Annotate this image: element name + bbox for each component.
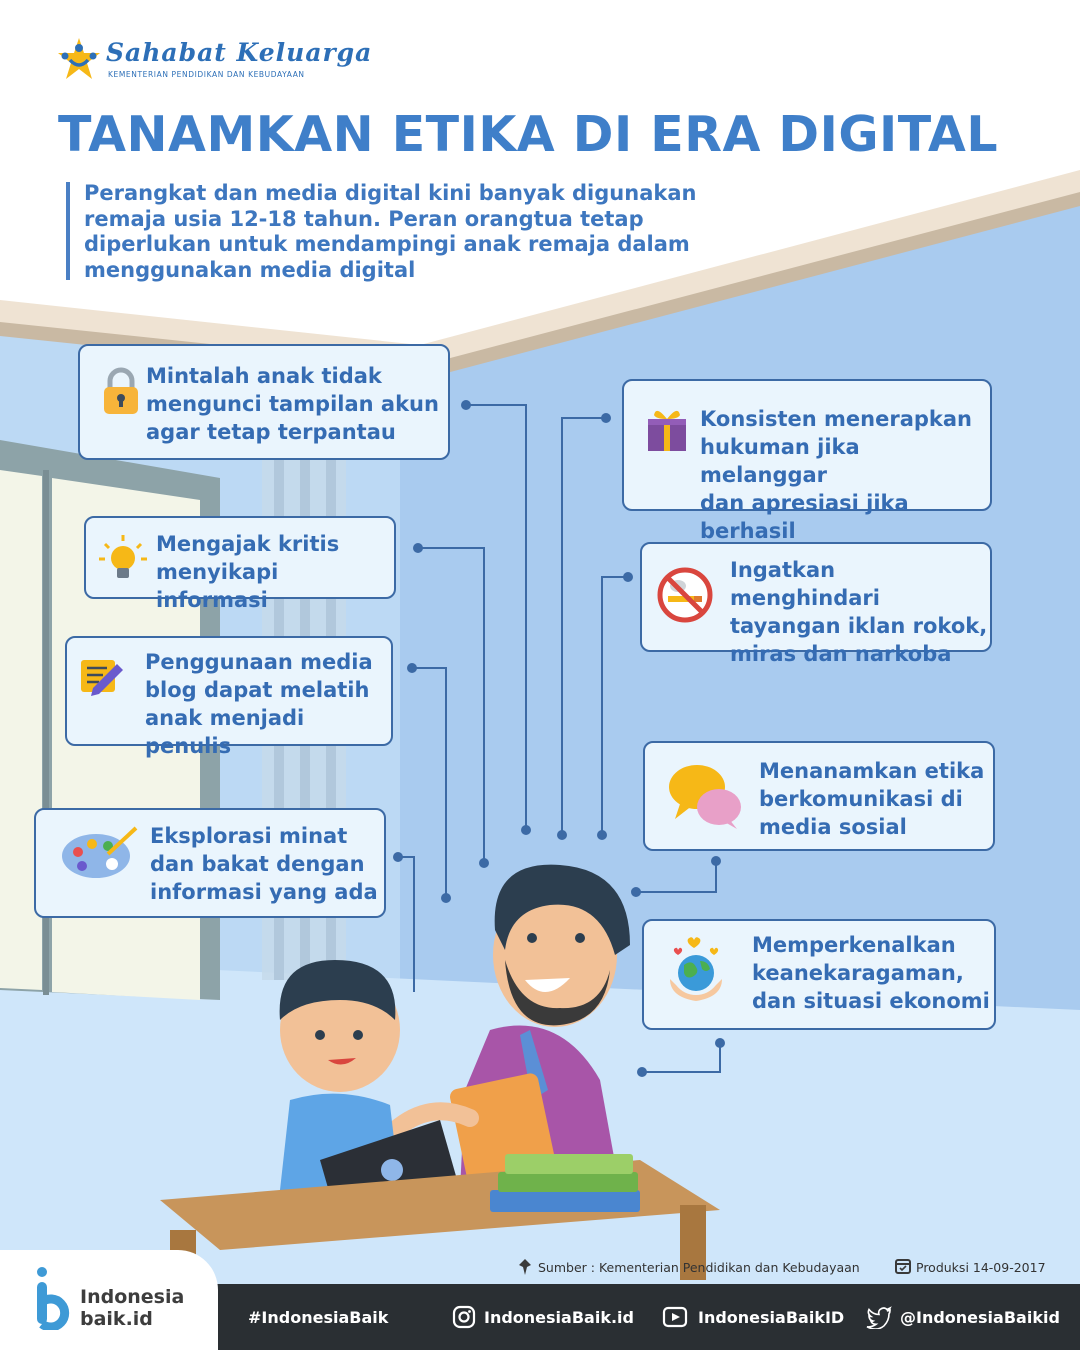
tip-text: Penggunaan media blog dapat melatih anak… (145, 650, 373, 758)
tip-text: Mengajak kritis menyikapi informasi (156, 532, 340, 612)
tip-text: Eksplorasi minat dan bakat dengan inform… (150, 824, 378, 904)
tip-text: Konsisten menerapkan hukuman jika melang… (700, 407, 972, 543)
tip-text: Mintalah anak tidak mengunci tampilan ak… (146, 364, 439, 444)
footer-hashtag[interactable]: #IndonesiaBaik (248, 1308, 389, 1327)
notepad-pen-icon (81, 660, 123, 696)
brand-subtitle: KEMENTERIAN PENDIDIKAN DAN KEBUDAYAAN (108, 70, 305, 79)
globe-hands-icon (670, 937, 722, 1001)
page-title: TANAMKAN ETIKA DI ERA DIGITAL (58, 106, 999, 163)
source-label: Sumber : Kementerian Pendidikan dan Kebu… (538, 1260, 860, 1275)
footer-instagram[interactable]: IndonesiaBaik.id (484, 1308, 634, 1327)
tip-text: Menanamkan etika berkomunikasi di media … (759, 759, 985, 839)
tip-card-avoid-ads: Ingatkan menghindari tayangan iklan roko… (640, 542, 992, 666)
indonesia-baik-logo-icon (37, 1267, 70, 1330)
instagram-icon[interactable] (452, 1305, 476, 1329)
gift-box-icon (648, 410, 686, 451)
footer-twitter[interactable]: @IndonesiaBaikid (900, 1308, 1060, 1327)
intro-accent-bar (66, 182, 70, 280)
youtube-icon[interactable] (662, 1305, 688, 1329)
pin-icon (519, 1259, 531, 1275)
no-smoking-icon (657, 567, 713, 623)
twitter-icon[interactable] (866, 1305, 892, 1329)
tip-card-social-media-ethics: Menanamkan etika berkomunikasi di media … (643, 741, 995, 851)
star-people-logo-icon (58, 38, 100, 79)
tip-card-explore-talent: Eksplorasi minat dan bakat dengan inform… (34, 808, 386, 918)
tip-text: Memperkenalkan keanekaragaman, dan situa… (752, 933, 990, 1013)
father-son-illustration (160, 864, 720, 1280)
paint-palette-icon (62, 826, 138, 878)
tip-card-consistent-rules: Konsisten menerapkan hukuman jika melang… (622, 379, 992, 543)
footer-youtube[interactable]: IndonesiaBaikID (698, 1308, 845, 1327)
calendar-icon (895, 1259, 911, 1274)
tip-card-blog-writing: Penggunaan media blog dapat melatih anak… (65, 636, 393, 758)
lightbulb-icon (99, 535, 147, 578)
tip-card-lock-account: Mintalah anak tidak mengunci tampilan ak… (78, 344, 450, 460)
chat-bubbles-icon (669, 765, 741, 829)
footer-logo-text: Indonesia baik.id (80, 1286, 185, 1330)
footer-logo-panel (0, 1250, 218, 1350)
brand-name: Sahabat Keluarga (106, 38, 373, 67)
tip-text: Ingatkan menghindari tayangan iklan roko… (730, 558, 988, 666)
intro-paragraph: Perangkat dan media digital kini banyak … (84, 181, 697, 282)
production-date: Produksi 14-09-2017 (916, 1260, 1046, 1275)
tip-card-critical-info: Mengajak kritis menyikapi informasi (84, 516, 396, 612)
padlock-icon (104, 367, 138, 414)
tip-card-diversity-economy: Memperkenalkan keanekaragaman, dan situa… (642, 919, 996, 1030)
